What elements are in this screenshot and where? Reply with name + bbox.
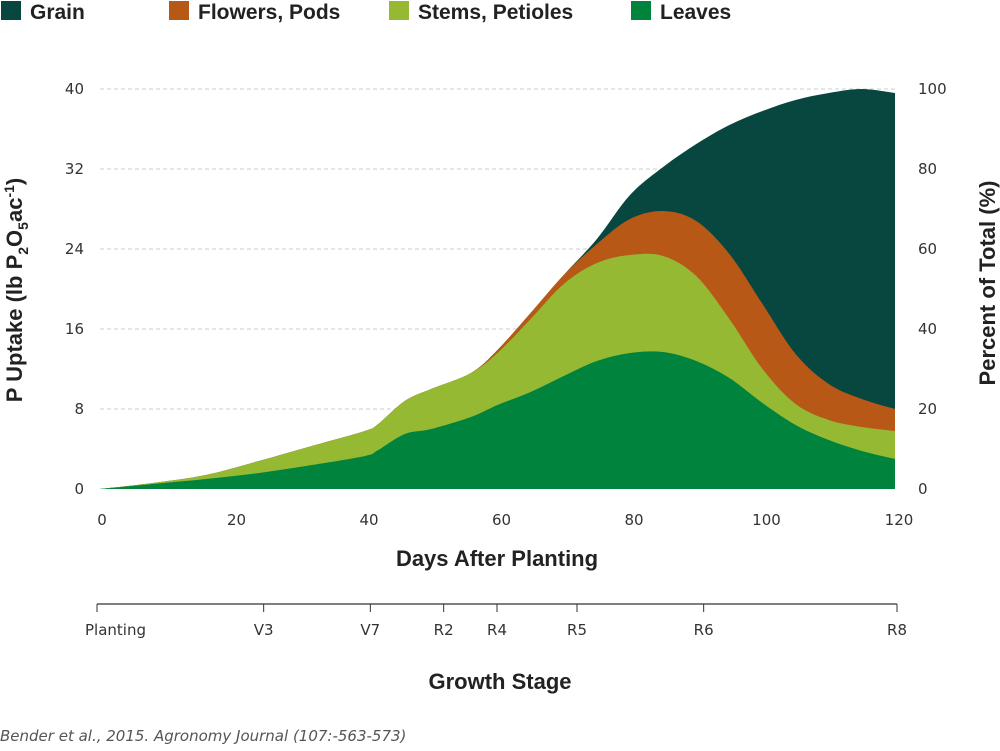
- growth-stage-title: Growth Stage: [428, 669, 571, 694]
- growth-stage-label: V7: [360, 621, 380, 639]
- x-tick-label: 60: [492, 511, 511, 529]
- y-axis-title-part: 5: [15, 222, 31, 230]
- y2-tick-label: 20: [918, 400, 937, 418]
- y-axis-title: P Uptake (lb P2O5ac-1): [1, 178, 31, 403]
- y-axis-title-part: 2: [15, 247, 31, 255]
- growth-stage-label: R2: [434, 621, 454, 639]
- y-tick-label: 24: [65, 240, 84, 258]
- y2-tick-label: 40: [918, 320, 937, 338]
- x-tick-label: 0: [97, 511, 107, 529]
- y2-tick-label: 0: [918, 480, 928, 498]
- legend-swatch: [389, 1, 409, 20]
- area-leaves: [100, 351, 895, 489]
- y-tick-label: 8: [74, 400, 84, 418]
- y-axis-title-part: ac: [2, 198, 27, 222]
- y2-tick-label: 100: [918, 80, 947, 98]
- citation: Bender et al., 2015. Agronomy Journal (1…: [0, 727, 407, 745]
- y-tick-label: 0: [74, 480, 84, 498]
- growth-stage-label: R5: [567, 621, 587, 639]
- growth-stage-label: R8: [887, 621, 907, 639]
- legend-swatch: [1, 1, 21, 20]
- growth-stage-label: Planting: [85, 621, 146, 639]
- x-tick-label: 120: [885, 511, 914, 529]
- growth-stage-label: R6: [694, 621, 714, 639]
- y2-tick-label: 60: [918, 240, 937, 258]
- growth-stage-label: R4: [487, 621, 507, 639]
- y2-axis-title: Percent of Total (%): [975, 181, 1000, 386]
- y-tick-label: 16: [65, 320, 84, 338]
- y2-tick-label: 80: [918, 160, 937, 178]
- legend-swatch: [169, 1, 189, 20]
- x-tick-label: 40: [359, 511, 378, 529]
- x-tick-label: 100: [752, 511, 781, 529]
- legend-label: Grain: [30, 1, 85, 24]
- x-tick-label: 20: [227, 511, 246, 529]
- y-tick-label: 40: [65, 80, 84, 98]
- x-tick-label: 80: [624, 511, 643, 529]
- legend-label: Flowers, Pods: [198, 1, 340, 24]
- x-axis-title: Days After Planting: [396, 546, 598, 571]
- growth-stage-label: V3: [254, 621, 274, 639]
- legend-swatch: [631, 1, 651, 20]
- legend-label: Leaves: [660, 1, 731, 24]
- y-axis-title-part: ): [2, 178, 27, 185]
- legend-label: Stems, Petioles: [418, 1, 573, 24]
- y-tick-label: 32: [65, 160, 84, 178]
- y-axis-title-part: O: [2, 230, 27, 247]
- y-axis-title-part: -1: [1, 185, 17, 198]
- y-axis-title-part: P Uptake (lb P: [2, 255, 27, 403]
